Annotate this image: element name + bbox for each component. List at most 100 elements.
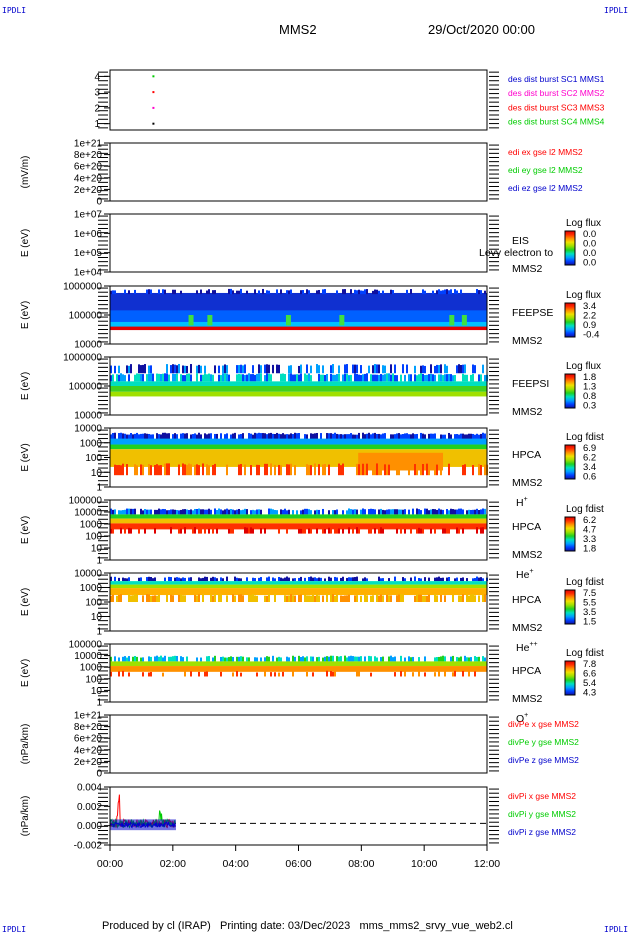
feepse-cell [356,290,358,295]
feepsi-cell [472,373,474,382]
hpca-h-cell [484,433,486,440]
hpca-h-cell [334,432,336,440]
feepse-colorbar-tick: 0.9 [583,320,596,331]
hpca-h-cell [182,433,184,440]
hpca-he-cell [422,528,424,534]
hpca-he-cell [164,509,166,515]
hpca-h-cell [472,433,474,440]
hpca-he-cell [370,528,372,534]
hpca-o-cell [302,656,304,662]
hpca-o-cell [324,656,326,662]
hpca-o-cell [264,670,266,677]
feepsi-cell [240,374,242,382]
hpca-o-cell [110,671,112,677]
panel-hpca-h: 1 10 100 1000 10000 E (eV) Log fdist6.96.23.40… [20,424,604,510]
hpca-he-cell [430,509,432,515]
feepsi-cell [128,365,130,374]
hpca-he-cell [462,509,464,515]
hpca-he2-cell [462,577,464,582]
hpca-he-cell [424,508,426,515]
hpca-o-cell [466,657,468,662]
hpca-he2-cell [248,594,250,602]
hpca-he2-cell [286,595,288,602]
divpe-ytick-label: 8e+20 [74,722,103,733]
hpca-o-cell [400,671,402,677]
hpca-he-cell [158,508,160,515]
hpca-h-cell [358,464,360,476]
hpca-h-cell [248,433,250,440]
feepse-cell [300,290,302,295]
hpca-o-cell [300,657,302,662]
hpca-he2-cell [266,577,268,582]
feepsi-cell [128,374,130,382]
feepsi-cell [338,373,340,382]
hpca-h-colorbar-tick: 0.6 [583,472,596,483]
feepse-cell [266,290,268,295]
hpca-he-cell [484,508,486,515]
hpca-he2-cell [216,578,218,582]
hpca-o-cell [288,657,290,662]
feepsi-cell [222,373,224,382]
hpca-o-cell [346,657,348,662]
feepsi-band-yellow [110,391,487,397]
hpca-he2-cell [234,595,236,602]
hpca-h-cell [362,432,364,440]
hpca-h-cell [400,434,402,440]
hpca-he-colorbar-tick: 3.3 [583,534,596,545]
feepsi-cell [304,373,306,382]
hpca-o-cell [270,672,272,677]
hpca-o-cell [468,670,470,677]
hpca-he-cell [468,509,470,515]
hpca-he2-cell [146,577,148,582]
hpca-he-cell [454,509,456,515]
hpca-he-cell [120,527,122,534]
hpca-o-cell [184,670,186,677]
hpca-he-cell [336,509,338,515]
hpca-o-cell [354,656,356,662]
feepsi-cell [440,374,442,382]
hpca-h-cell [252,434,254,440]
feepse-cell [362,290,364,295]
hpca-he-cell [420,528,422,534]
hpca-o-cell [256,657,258,662]
divpe-ytick-label: 4e+20 [74,745,103,756]
feepse-burst-patch [188,315,194,326]
hpca-o-cell [232,672,234,677]
hpca-o-cell [118,657,120,662]
feepsi-cell [158,373,160,382]
hpca-o-cell [134,655,136,662]
hpca-he-ytick-label: 1 [96,556,102,567]
hpca-he2-cell [426,595,428,602]
hpca-he2-cell [288,577,290,582]
hpca-h-cell [250,433,252,440]
eis-instrument-label: EIS [512,235,529,247]
feepsi-cell [112,374,114,382]
feepse-cell [236,290,238,295]
hpca-he2-cell [236,577,238,582]
hpca-he-cell [308,509,310,515]
feepsi-cell [266,364,268,374]
hpca-h-cell [292,434,294,440]
feepse-cell [164,289,166,295]
hpca-he-cell [400,509,402,515]
feepsi-cell [210,374,212,382]
hpca-he-cell [352,527,354,534]
hpca-he-cell [228,528,230,534]
hpca-he-cell [342,528,344,534]
hpca-h-cell [240,464,242,476]
hpca-he-cell [302,528,304,534]
hpca-he-cell [446,527,448,534]
hpca-h-cell [240,434,242,440]
hpca-h-cell [136,465,138,476]
hpca-h-cell [190,464,192,476]
feepse-band-low [110,321,487,328]
feepsi-cell [206,374,208,382]
hpca-he2-cell [174,577,176,582]
hpca-h-cell [314,433,316,440]
hpca-o-cell [248,657,250,662]
feepse-cell [180,290,182,295]
hpca-h-cell [464,464,466,476]
hpca-h-cell [168,433,170,440]
